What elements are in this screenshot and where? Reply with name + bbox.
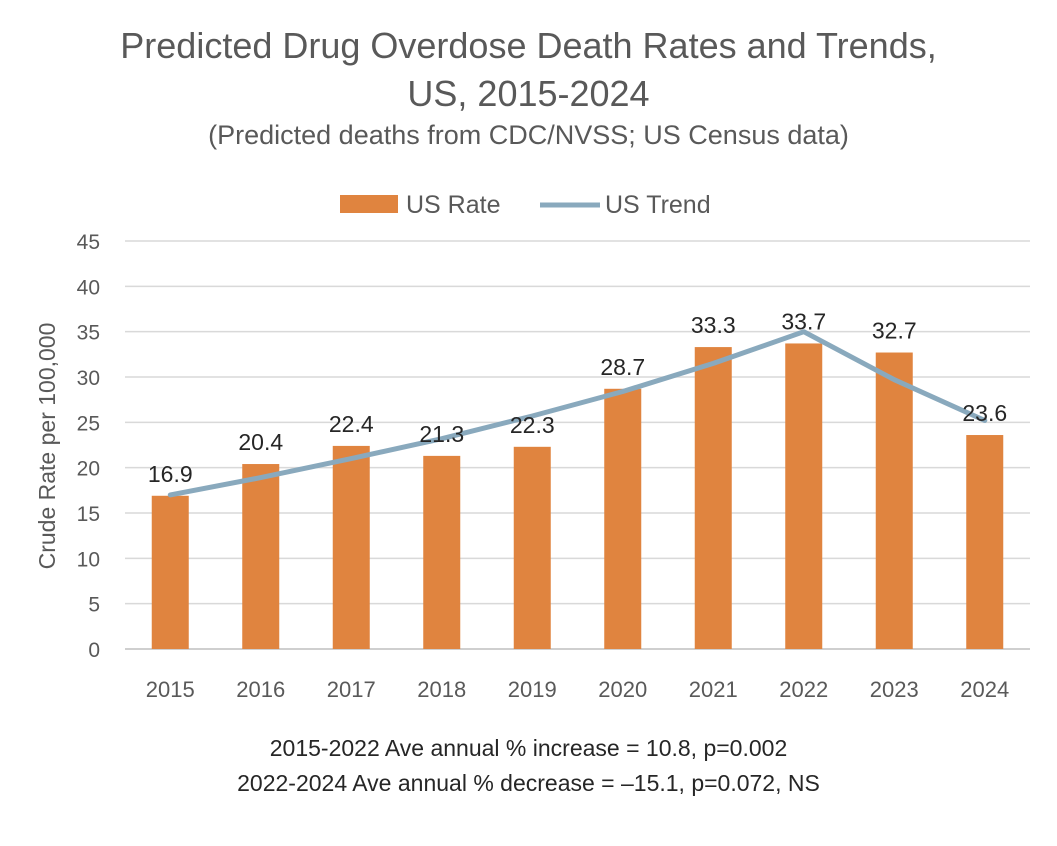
data-label-2021: 33.3: [691, 312, 736, 338]
data-label-2023: 32.7: [872, 318, 917, 344]
y-axis-label: Crude Rate per 100,000: [34, 323, 60, 570]
y-tick-label: 40: [77, 276, 100, 299]
bar-2023: [875, 352, 913, 649]
data-label-2019: 22.3: [510, 412, 555, 438]
y-tick-label: 10: [77, 548, 100, 571]
trend-line: [167, 329, 988, 498]
x-tick-label: 2016: [236, 677, 285, 702]
bar-2015: [151, 495, 189, 649]
x-tick-label: 2020: [598, 677, 647, 702]
x-tick-label: 2018: [417, 677, 466, 702]
data-label-2016: 20.4: [238, 429, 283, 455]
x-tick-label: 2024: [960, 677, 1009, 702]
bar-2022: [785, 343, 823, 649]
bar-2024: [966, 435, 1004, 649]
y-axis-ticks: 0 5 10 15 20 25 30 35 40 45: [77, 231, 100, 662]
trend-line-group: [167, 329, 988, 498]
x-tick-label: 2019: [508, 677, 557, 702]
data-label-2022: 33.7: [781, 308, 826, 334]
y-tick-label: 45: [77, 231, 100, 254]
chart-title-line-2: US, 2015-2024: [407, 73, 650, 114]
y-tick-label: 0: [88, 639, 100, 662]
data-label-2017: 22.4: [329, 411, 374, 437]
y-tick-label: 25: [77, 412, 100, 435]
y-tick-label: 20: [77, 458, 100, 481]
bar-2020: [604, 388, 642, 649]
y-tick-label: 35: [77, 322, 100, 345]
data-label-2020: 28.7: [600, 354, 645, 380]
annotation-decrease: 2022-2024 Ave annual % decrease = –15.1,…: [237, 770, 820, 796]
legend-label-us-trend: US Trend: [605, 191, 711, 219]
bar-2018: [423, 455, 461, 649]
x-tick-label: 2022: [779, 677, 828, 702]
chart-title: Predicted Drug Overdose Death Rates and …: [120, 25, 937, 66]
x-tick-label: 2017: [327, 677, 376, 702]
legend-label-us-rate: US Rate: [406, 191, 500, 219]
data-label-2015: 16.9: [148, 461, 193, 487]
x-tick-label: 2021: [689, 677, 738, 702]
annotation-increase: 2015-2022 Ave annual % increase = 10.8, …: [269, 735, 788, 761]
legend-swatch-us-rate: [340, 195, 398, 213]
y-tick-label: 5: [88, 594, 100, 617]
bar-2016: [242, 464, 280, 649]
legend: US Rate US Trend: [340, 191, 711, 219]
y-tick-label: 15: [77, 503, 100, 526]
bars: [151, 343, 1004, 649]
bar-2021: [694, 347, 732, 649]
y-tick-label: 30: [77, 367, 100, 390]
bar-2019: [513, 446, 551, 649]
x-tick-label: 2015: [146, 677, 195, 702]
bar-2017: [332, 445, 370, 649]
x-tick-label: 2023: [870, 677, 919, 702]
data-label-2024: 23.6: [962, 400, 1007, 426]
data-labels: 16.9 20.4 22.4 21.3 22.3 28.7 33.3 33.7 32.7 23.6: [148, 308, 1007, 486]
data-label-2018: 21.3: [419, 421, 464, 447]
x-axis-ticks: 2015 2016 2017 2018 2019 2020 2021 2022 2023 2024: [146, 677, 1009, 702]
chart-subtitle: (Predicted deaths from CDC/NVSS; US Cens…: [208, 120, 849, 150]
